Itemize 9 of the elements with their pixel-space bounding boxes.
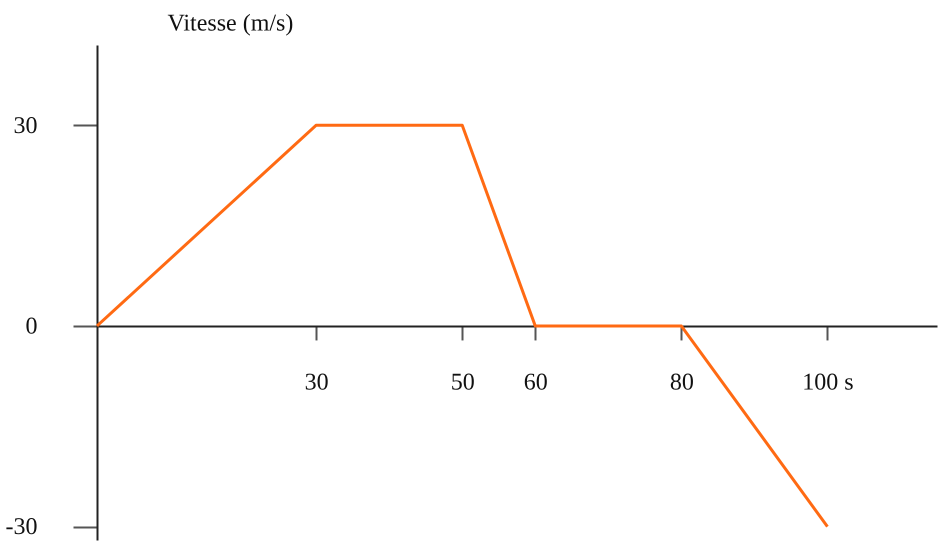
x-tick-label: 50 [450, 369, 475, 396]
y-tick-label: 30 [14, 112, 38, 139]
x-tick-label: 30 [304, 369, 329, 396]
y-tick-label: -30 [6, 514, 38, 540]
y-axis-title: Vitesse (m/s) [168, 10, 294, 36]
x-tick-label: 60 [524, 369, 548, 396]
x-tick-label: 100 s [802, 369, 854, 396]
x-tick-label: 80 [670, 369, 694, 396]
y-tick-label: 0 [26, 313, 38, 340]
